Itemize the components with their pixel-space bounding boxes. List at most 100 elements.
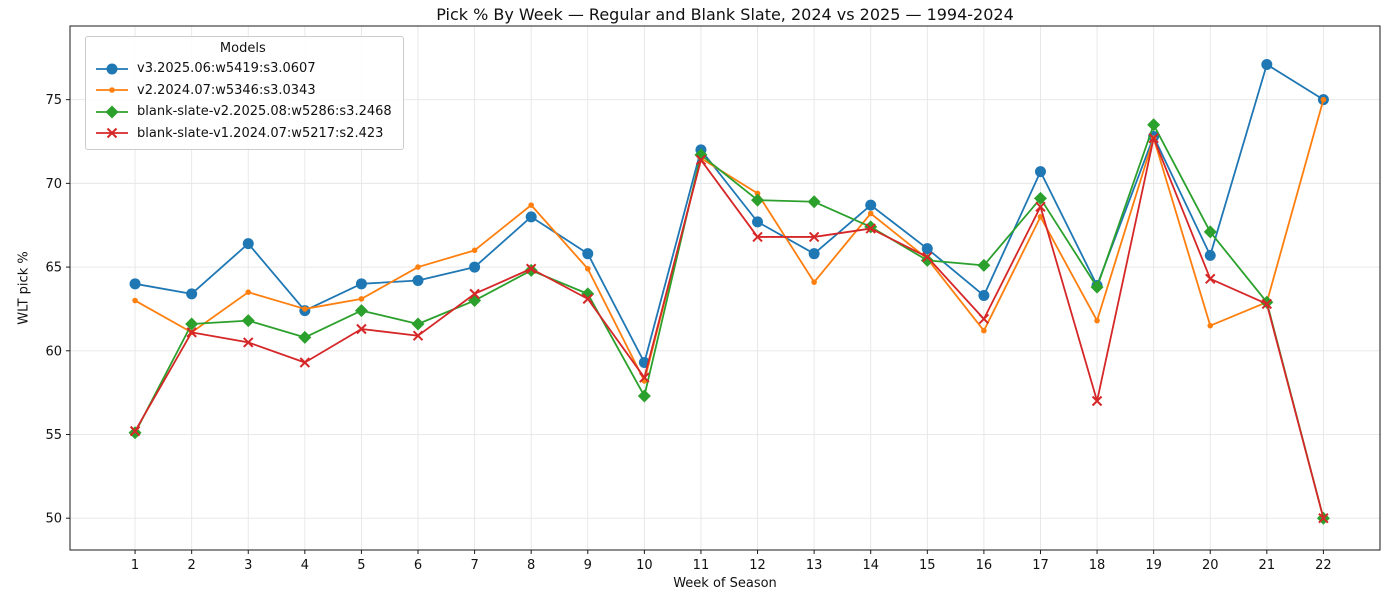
data-point bbox=[1034, 166, 1046, 178]
data-point bbox=[412, 274, 424, 286]
data-point bbox=[752, 216, 764, 228]
legend-line-circle-icon bbox=[96, 63, 128, 75]
data-point bbox=[356, 323, 367, 335]
x-tick-label: 15 bbox=[919, 558, 936, 573]
data-point bbox=[298, 330, 312, 344]
data-point bbox=[811, 279, 817, 285]
data-point bbox=[106, 128, 118, 139]
legend-item-label: v2.2024.07:w5346:s3.0343 bbox=[137, 82, 316, 98]
x-tick-label: 8 bbox=[527, 558, 535, 573]
legend-line-diamond-icon bbox=[96, 105, 128, 119]
data-point bbox=[922, 251, 933, 263]
plot-border bbox=[69, 25, 1381, 551]
series-circle-small bbox=[132, 96, 1327, 384]
data-point bbox=[582, 293, 593, 305]
series-line bbox=[134, 63, 1325, 364]
x-tick-label: 6 bbox=[414, 558, 422, 573]
series-line bbox=[134, 137, 1325, 520]
data-point bbox=[981, 327, 987, 334]
data-point bbox=[1261, 298, 1273, 310]
data-point bbox=[355, 278, 367, 290]
data-point bbox=[584, 265, 591, 272]
data-point bbox=[1260, 295, 1274, 309]
x-tick-label: 13 bbox=[806, 558, 823, 573]
legend-item-label: v3.2025.06:w5419:s3.0607 bbox=[137, 61, 316, 77]
y-tick-label: 50 bbox=[45, 512, 62, 527]
x-tick-label: 14 bbox=[862, 558, 879, 573]
data-point bbox=[185, 317, 199, 331]
data-point bbox=[582, 248, 594, 260]
series-diamond bbox=[128, 118, 1330, 525]
data-point bbox=[867, 210, 874, 217]
x-tick-label: 12 bbox=[749, 558, 766, 573]
data-point bbox=[415, 264, 421, 270]
y-tick-label: 65 bbox=[45, 261, 62, 276]
data-point bbox=[524, 263, 538, 277]
data-point bbox=[978, 290, 990, 302]
data-point bbox=[106, 63, 118, 75]
data-point bbox=[1205, 273, 1216, 284]
data-point bbox=[807, 195, 821, 209]
data-point bbox=[109, 87, 115, 94]
data-point bbox=[1037, 214, 1044, 220]
series-line bbox=[134, 98, 1325, 382]
x-tick-label: 5 bbox=[357, 558, 365, 573]
y-tick-label: 70 bbox=[45, 177, 62, 192]
data-point bbox=[241, 314, 255, 328]
series-x bbox=[129, 132, 1329, 524]
x-tick-label: 1 bbox=[131, 558, 139, 573]
data-point bbox=[865, 223, 876, 234]
data-point bbox=[1203, 225, 1217, 239]
x-tick-label: 2 bbox=[188, 558, 196, 573]
legend-item: blank-slate-v1.2024.07:w5217:s2.423 bbox=[94, 123, 392, 145]
x-tick-label: 22 bbox=[1315, 558, 1332, 573]
data-point bbox=[1033, 191, 1047, 205]
data-point bbox=[1261, 59, 1273, 71]
data-point bbox=[1035, 201, 1046, 213]
data-point bbox=[129, 278, 141, 290]
legend-title: Models bbox=[219, 41, 266, 56]
x-tick-label: 19 bbox=[1145, 558, 1162, 573]
x-tick-label: 17 bbox=[1032, 558, 1049, 573]
data-point bbox=[1148, 132, 1159, 144]
tick-labels: 1 2 3 4 5 6 7 8 9 10 11 12 13 14 15 16 17 18 19 20 21 2250556… bbox=[45, 93, 1331, 573]
data-point bbox=[412, 330, 424, 341]
data-point bbox=[1090, 280, 1104, 294]
x-tick-label: 18 bbox=[1089, 558, 1106, 573]
y-tick-label: 55 bbox=[45, 428, 62, 443]
data-point bbox=[525, 211, 537, 223]
data-point bbox=[186, 288, 198, 300]
data-point bbox=[302, 306, 308, 312]
y-axis-label: WLT pick % bbox=[16, 251, 32, 325]
data-point bbox=[299, 357, 311, 368]
data-point bbox=[132, 297, 138, 304]
data-point bbox=[354, 304, 368, 318]
x-tick-label: 11 bbox=[693, 558, 710, 573]
chart-title: Pick % By Week — Regular and Blank Slate… bbox=[436, 5, 1014, 24]
data-point bbox=[411, 317, 425, 331]
x-axis-label: Week of Season bbox=[673, 576, 777, 591]
legend-item-label: blank-slate-v1.2024.07:w5217:s2.423 bbox=[137, 125, 384, 141]
data-point bbox=[1320, 96, 1327, 103]
data-point bbox=[525, 263, 537, 274]
data-point bbox=[1147, 118, 1161, 132]
legend-line-dot-icon bbox=[96, 87, 128, 94]
data-point bbox=[105, 105, 119, 119]
ticks bbox=[66, 99, 1324, 554]
data-point bbox=[808, 248, 820, 260]
data-point bbox=[978, 313, 990, 325]
data-point bbox=[469, 261, 481, 273]
legend-item-label: blank-slate-v2.2025.08:w5286:s3.2468 bbox=[137, 104, 392, 120]
x-tick-label: 4 bbox=[301, 558, 309, 573]
data-point bbox=[1204, 249, 1216, 261]
data-point bbox=[1091, 395, 1103, 407]
legend: Models v3.2025.06:w5419:s3.0607 v2.2024.… bbox=[85, 36, 404, 150]
legend-line-x-icon bbox=[96, 128, 128, 139]
data-point bbox=[754, 190, 761, 197]
data-point bbox=[528, 202, 534, 208]
data-point bbox=[468, 294, 482, 308]
data-point bbox=[637, 389, 651, 403]
data-point bbox=[1318, 512, 1329, 524]
x-tick-label: 9 bbox=[584, 558, 592, 573]
